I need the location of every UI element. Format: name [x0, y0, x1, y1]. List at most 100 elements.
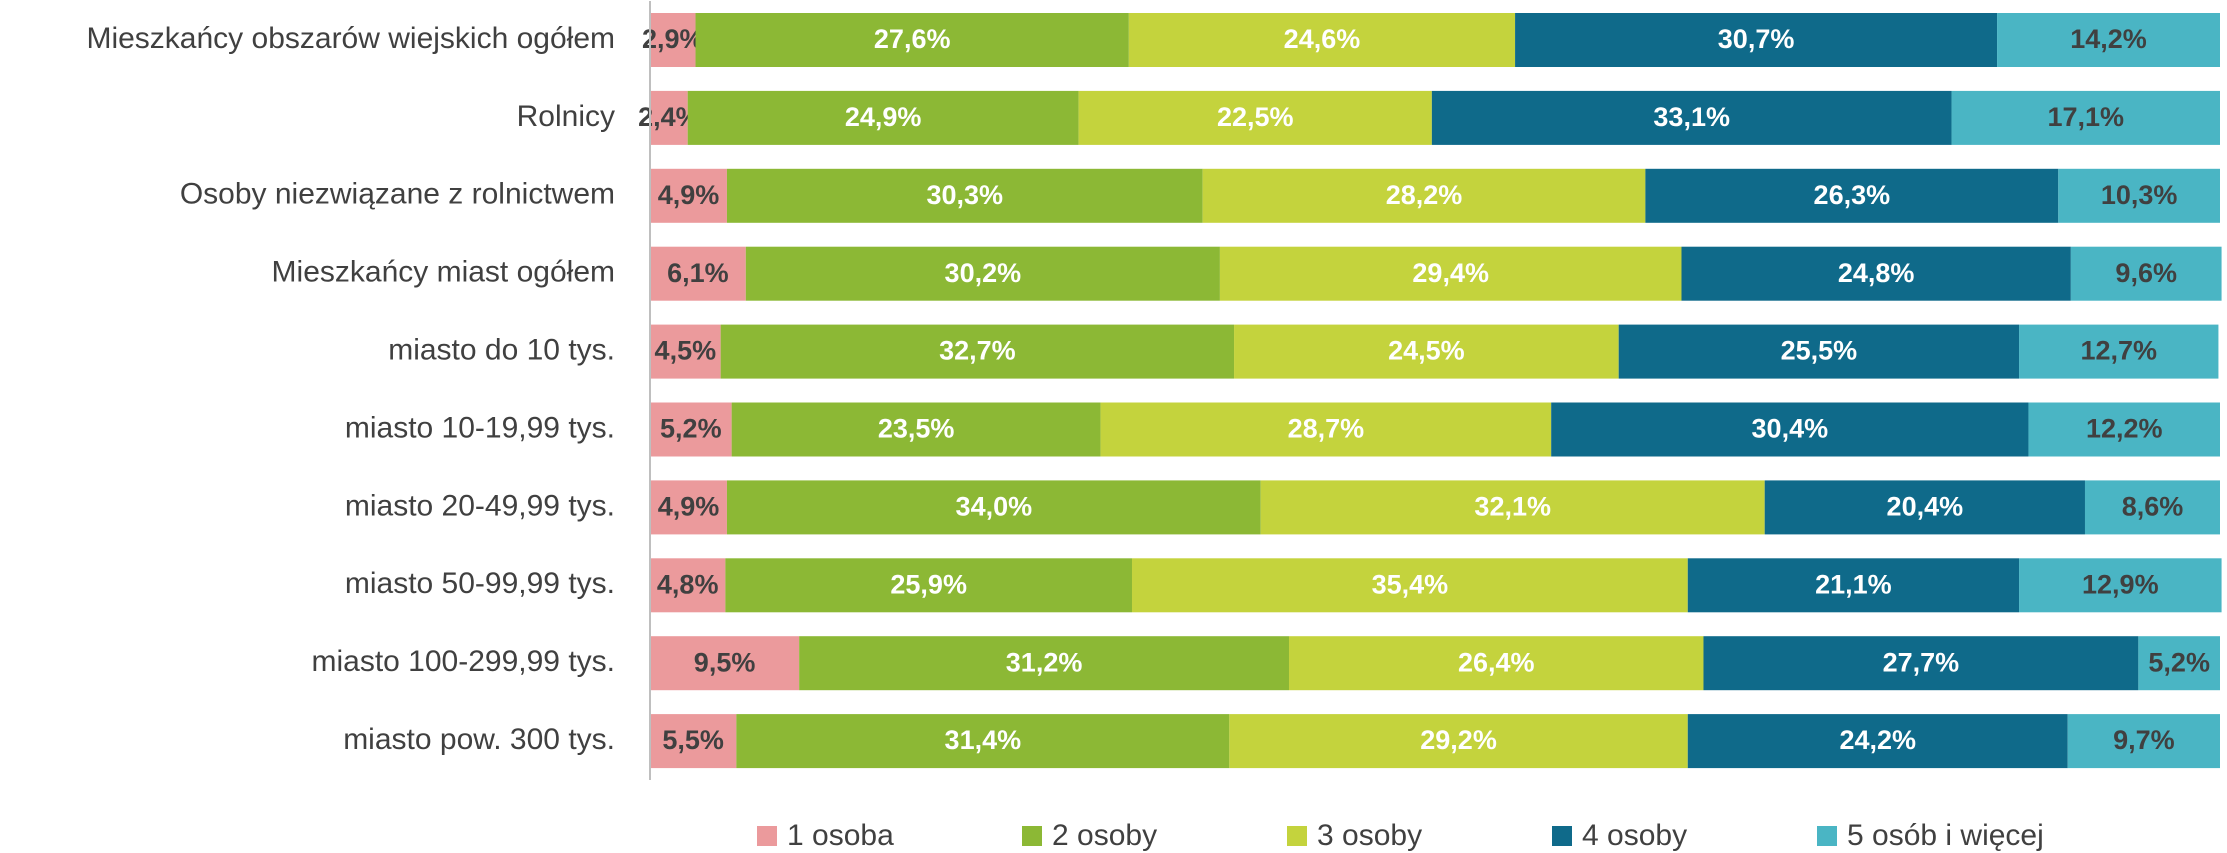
bar-segment: [1951, 90, 2220, 145]
bar-segment: [2028, 402, 2220, 457]
bar-segment: [2084, 480, 2220, 535]
bar-segment: [650, 558, 726, 613]
category-label: miasto 10-19,99 tys.: [345, 411, 615, 444]
bar-segment: [1128, 13, 1516, 67]
bar-segment: [650, 13, 696, 67]
bar-segment: [650, 168, 727, 223]
value-label: 24,5%: [1388, 336, 1465, 366]
category-label: miasto 50-99,99 tys.: [345, 567, 615, 600]
legend-label: 3 osoby: [1317, 819, 1422, 852]
bar-segment: [745, 246, 1220, 301]
bar-segment: [2058, 168, 2220, 223]
value-label: 30,4%: [1752, 414, 1829, 444]
value-label: 25,9%: [890, 569, 967, 599]
category-label: miasto do 10 tys.: [388, 334, 615, 367]
value-label: 25,5%: [1781, 336, 1858, 366]
value-label: 6,1%: [667, 258, 729, 288]
value-label: 35,4%: [1372, 569, 1449, 599]
value-label: 32,1%: [1474, 492, 1551, 522]
value-label: 5,5%: [662, 725, 724, 755]
bar-segment: [1234, 324, 1619, 379]
value-label: 30,2%: [945, 258, 1022, 288]
bar-segment: [695, 13, 1129, 67]
bar-segment: [650, 402, 732, 457]
value-label: 2,9%: [642, 24, 704, 54]
value-label: 24,6%: [1284, 24, 1361, 54]
category-label: Rolnicy: [517, 100, 615, 133]
value-label: 28,7%: [1288, 414, 1365, 444]
bar-segment: [650, 90, 688, 145]
value-label: 28,2%: [1386, 180, 1463, 210]
value-label: 8,6%: [2122, 492, 2184, 522]
category-label: miasto 20-49,99 tys.: [345, 489, 615, 522]
bar-segment: [726, 168, 1203, 223]
bar-segment: [650, 480, 727, 535]
category-label: miasto pow. 300 tys.: [343, 723, 615, 756]
value-label: 17,1%: [2047, 102, 2124, 132]
bar-segment: [1288, 636, 1704, 691]
value-label: 26,4%: [1458, 647, 1535, 677]
bar-segment: [1229, 714, 1688, 769]
value-label: 21,1%: [1815, 569, 1892, 599]
bar-segment: [650, 324, 721, 379]
category-label: Osoby niezwiązane z rolnictwem: [180, 178, 615, 211]
value-label: 12,9%: [2082, 569, 2159, 599]
bar-segment: [1687, 714, 2068, 769]
value-label: 9,6%: [2115, 258, 2177, 288]
value-label: 29,2%: [1420, 725, 1497, 755]
bar-segment: [1431, 90, 1952, 145]
value-label: 4,8%: [657, 569, 719, 599]
legend-swatch: [1552, 826, 1572, 846]
legend-swatch: [1817, 826, 1837, 846]
legend-swatch: [1287, 826, 1307, 846]
value-label: 4,9%: [658, 180, 720, 210]
bar-segment: [1687, 558, 2020, 613]
bar-segment: [1645, 168, 2059, 223]
bar-segment: [2138, 636, 2220, 691]
legend-swatch: [757, 826, 777, 846]
bar-segment: [1997, 13, 2220, 67]
value-label: 24,2%: [1839, 725, 1916, 755]
legend-label: 1 osoba: [787, 819, 894, 852]
value-label: 24,9%: [845, 102, 922, 132]
value-label: 12,7%: [2080, 336, 2157, 366]
value-label: 9,7%: [2113, 725, 2175, 755]
bar-segment: [1681, 246, 2071, 301]
bar-segment: [720, 324, 1235, 379]
value-label: 22,5%: [1217, 102, 1294, 132]
value-label: 34,0%: [956, 492, 1033, 522]
category-label: Mieszkańcy miast ogółem: [272, 256, 615, 289]
bar-segment: [726, 480, 1261, 535]
bar-segment: [1703, 636, 2139, 691]
bar-segment: [1202, 168, 1646, 223]
value-label: 4,5%: [655, 336, 717, 366]
bar-segment: [731, 402, 1101, 457]
bar-segment: [1515, 13, 1998, 67]
value-label: 30,7%: [1718, 24, 1795, 54]
legend-label: 4 osoby: [1582, 819, 1687, 852]
value-label: 27,7%: [1883, 647, 1960, 677]
bar-segment: [725, 558, 1132, 613]
category-label: miasto 100-299,99 tys.: [311, 645, 615, 678]
legend-label: 2 osoby: [1052, 819, 1157, 852]
bar-segment: [2019, 558, 2222, 613]
value-label: 24,8%: [1838, 258, 1915, 288]
value-label: 4,9%: [658, 492, 720, 522]
value-label: 5,2%: [660, 414, 722, 444]
legend-label: 5 osób i więcej: [1847, 819, 2044, 852]
value-label: 12,2%: [2086, 414, 2163, 444]
value-label: 5,2%: [2148, 647, 2210, 677]
bar-segment: [1131, 558, 1688, 613]
bar-segment: [2070, 246, 2222, 301]
value-label: 31,2%: [1006, 647, 1083, 677]
value-label: 14,2%: [2070, 24, 2147, 54]
bar-segment: [687, 90, 1079, 145]
value-label: 26,3%: [1814, 180, 1891, 210]
bar-segment: [2019, 324, 2219, 379]
value-label: 27,6%: [874, 24, 951, 54]
value-label: 32,7%: [939, 336, 1016, 366]
bar-segment: [2067, 714, 2220, 769]
bar-segment: [1260, 480, 1765, 535]
bar-segment: [1764, 480, 2085, 535]
